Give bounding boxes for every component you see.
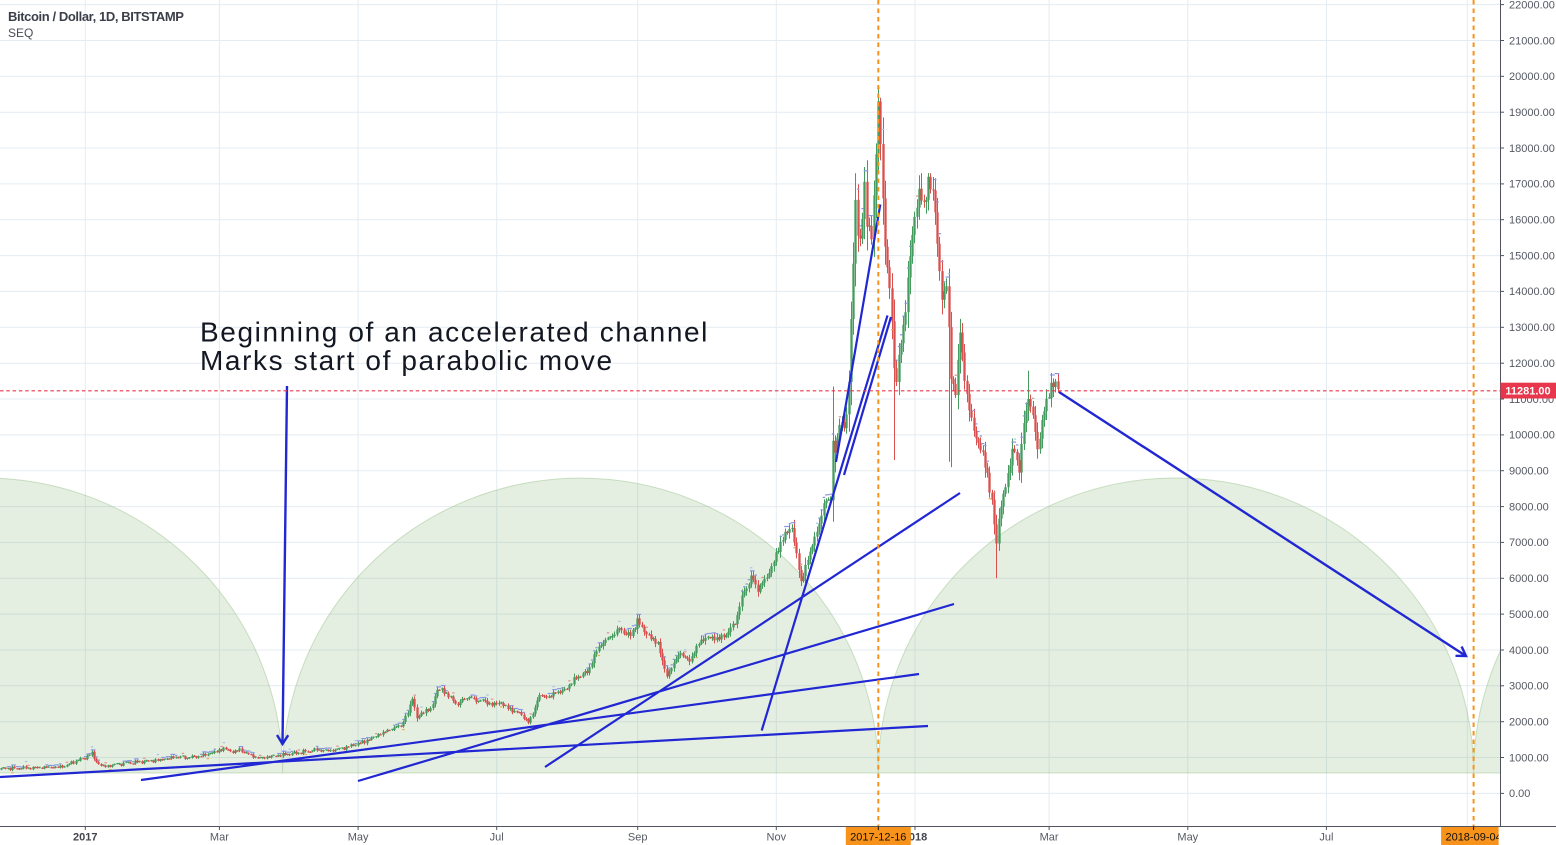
svg-text:Sep: Sep [628, 832, 648, 844]
svg-text:8000.00: 8000.00 [1509, 501, 1549, 513]
svg-text:Jul: Jul [1319, 832, 1333, 844]
svg-text:10000.00: 10000.00 [1509, 430, 1555, 442]
svg-text:Jul: Jul [490, 832, 504, 844]
svg-text:2017: 2017 [73, 832, 97, 844]
svg-text:4000.00: 4000.00 [1509, 645, 1549, 657]
svg-text:2000.00: 2000.00 [1509, 717, 1549, 729]
svg-text:SEQ: SEQ [8, 26, 33, 40]
svg-text:May: May [1177, 832, 1198, 844]
svg-text:19000.00: 19000.00 [1509, 107, 1555, 119]
svg-text:17000.00: 17000.00 [1509, 179, 1555, 191]
svg-text:9000.00: 9000.00 [1509, 466, 1549, 478]
svg-text:5000.00: 5000.00 [1509, 609, 1549, 621]
svg-text:Marks start of parabolic move: Marks start of parabolic move [200, 345, 614, 376]
svg-text:14000.00: 14000.00 [1509, 286, 1555, 298]
svg-text:Mar: Mar [1040, 832, 1059, 844]
svg-text:16000.00: 16000.00 [1509, 215, 1555, 227]
svg-text:3000.00: 3000.00 [1509, 681, 1549, 693]
svg-text:22000.00: 22000.00 [1509, 0, 1555, 11]
svg-text:13000.00: 13000.00 [1509, 322, 1555, 334]
svg-text:Bitcoin / Dollar, 1D, BITSTAMP: Bitcoin / Dollar, 1D, BITSTAMP [8, 9, 184, 24]
svg-text:15000.00: 15000.00 [1509, 250, 1555, 262]
svg-text:21000.00: 21000.00 [1509, 35, 1555, 47]
svg-text:6000.00: 6000.00 [1509, 573, 1549, 585]
svg-text:1000.00: 1000.00 [1509, 752, 1549, 764]
svg-text:0.00: 0.00 [1509, 788, 1530, 800]
svg-text:Nov: Nov [767, 832, 787, 844]
svg-text:7000.00: 7000.00 [1509, 537, 1549, 549]
svg-text:18000.00: 18000.00 [1509, 143, 1555, 155]
svg-text:2017-12-16: 2017-12-16 [850, 832, 906, 844]
svg-text:12000.00: 12000.00 [1509, 358, 1555, 370]
svg-text:20000.00: 20000.00 [1509, 71, 1555, 83]
svg-text:2018-09-04: 2018-09-04 [1445, 832, 1501, 844]
svg-text:Mar: Mar [210, 832, 229, 844]
svg-text:11281.00: 11281.00 [1505, 386, 1550, 398]
svg-text:May: May [348, 832, 369, 844]
svg-text:Beginning of an accelerated ch: Beginning of an accelerated channel [200, 317, 709, 348]
